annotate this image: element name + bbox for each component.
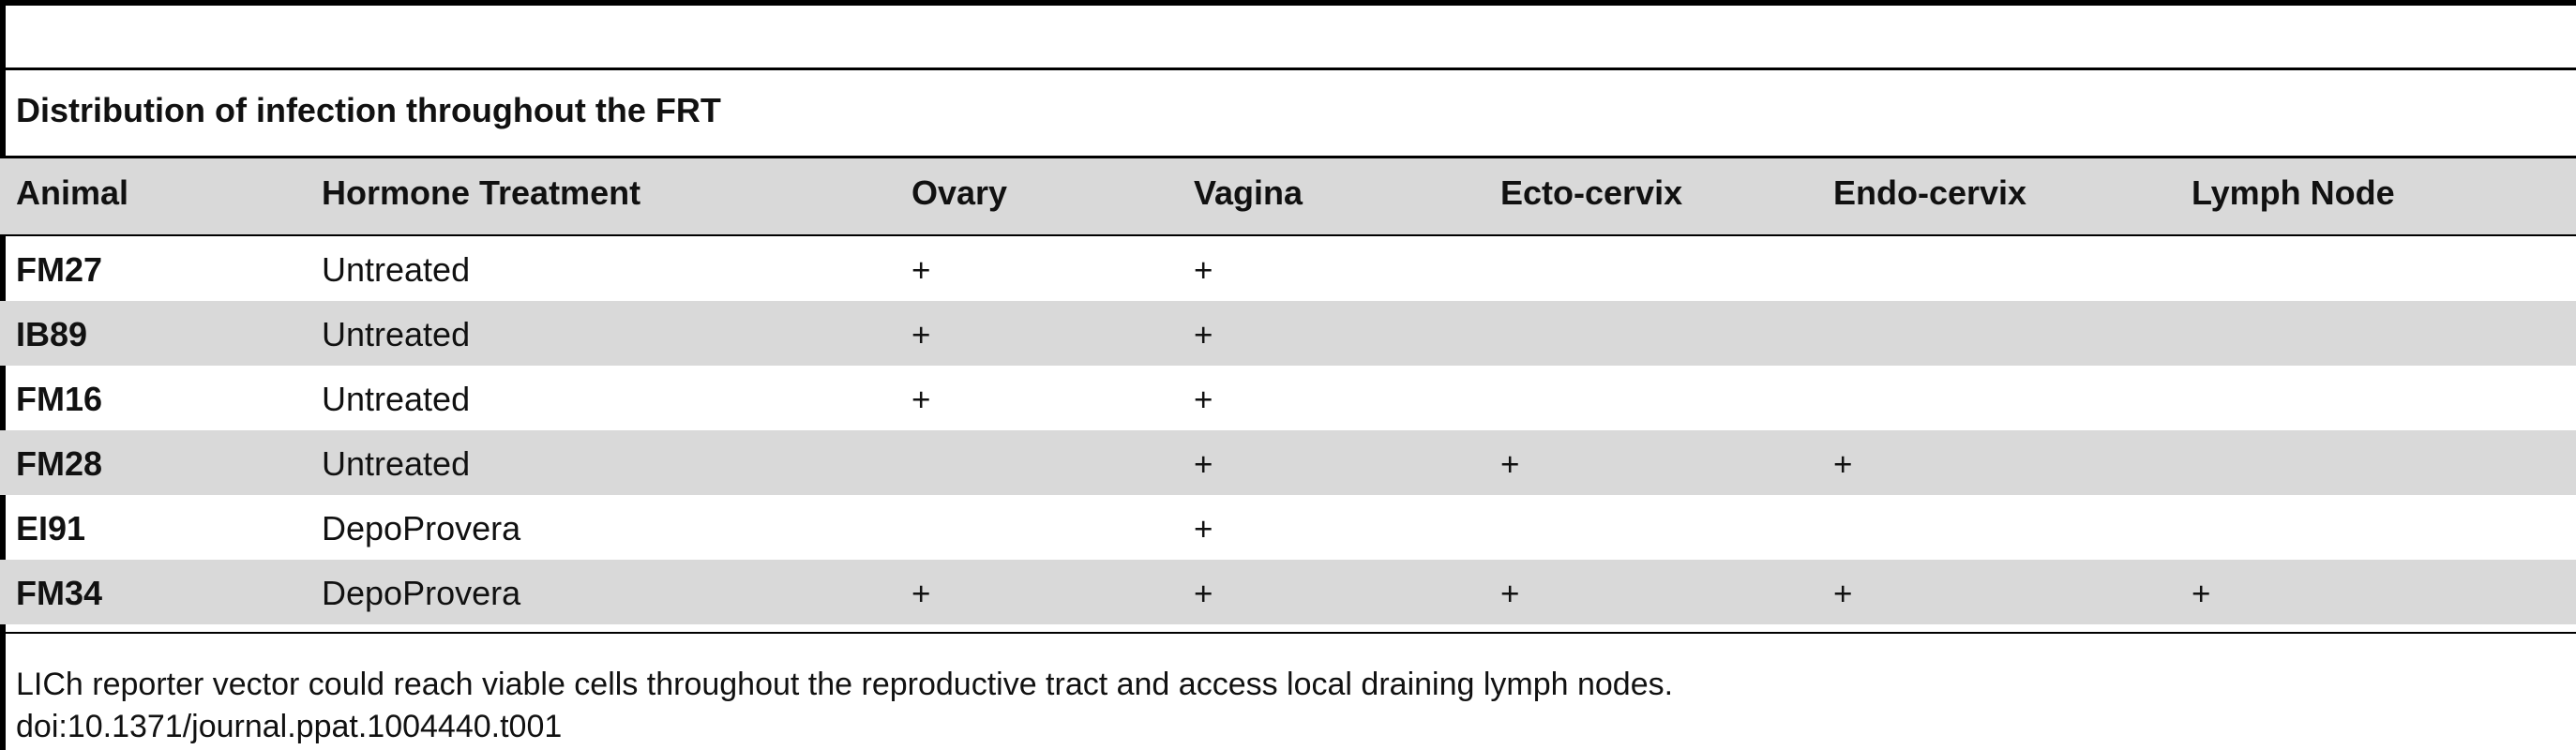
table-title-top-rule (0, 68, 2576, 70)
ovary-mark-ib89: + (911, 317, 931, 353)
top-border-rule (0, 0, 2576, 6)
table-row-2 (0, 301, 2576, 366)
table-doi: doi:10.1371/journal.ppat.1004440.t001 (16, 709, 563, 744)
hormone-treatment-fm28: Untreated (322, 444, 471, 483)
vagina-mark-fm27: + (1194, 252, 1213, 289)
column-header-ovary: Ovary (911, 173, 1008, 212)
table-row-6 (0, 560, 2576, 624)
vagina-mark-fm28: + (1194, 446, 1213, 483)
vagina-mark-ei91: + (1194, 511, 1213, 548)
hormone-treatment-ei91: DepoProvera (322, 509, 521, 548)
table-header-row (0, 158, 2576, 234)
table-header-top-rule (0, 156, 2576, 158)
animal-fm28: FM28 (16, 444, 103, 483)
endo-cervix-mark-fm28: + (1833, 446, 1853, 483)
ovary-mark-fm16: + (911, 382, 931, 418)
column-header-lymph-node: Lymph Node (2192, 173, 2395, 212)
endo-cervix-mark-fm34: + (1833, 576, 1853, 612)
column-header-ecto-cervix: Ecto-cervix (1500, 173, 1683, 212)
column-header-vagina: Vagina (1194, 173, 1303, 212)
table-caption: LICh reporter vector could reach viable … (16, 667, 1674, 702)
lymph-node-mark-fm34: + (2192, 576, 2211, 612)
table-title: Distribution of infection throughout the… (16, 91, 721, 129)
column-header-animal: Animal (16, 173, 129, 212)
vagina-mark-ib89: + (1194, 317, 1213, 353)
left-border-rule (0, 0, 6, 750)
hormone-treatment-ib89: Untreated (322, 315, 471, 353)
column-header-hormone-treatment: Hormone Treatment (322, 173, 641, 212)
vagina-mark-fm16: + (1194, 382, 1213, 418)
table-bottom-rule (0, 632, 2576, 634)
ecto-cervix-mark-fm28: + (1500, 446, 1520, 483)
table-header-bottom-rule (0, 234, 2576, 236)
hormone-treatment-fm16: Untreated (322, 380, 471, 418)
hormone-treatment-fm27: Untreated (322, 250, 471, 289)
animal-ei91: EI91 (16, 509, 86, 548)
table-row-4 (0, 430, 2576, 495)
column-header-endo-cervix: Endo-cervix (1833, 173, 2027, 212)
vagina-mark-fm34: + (1194, 576, 1213, 612)
animal-ib89: IB89 (16, 315, 88, 353)
ovary-mark-fm27: + (911, 252, 931, 289)
animal-fm16: FM16 (16, 380, 103, 418)
animal-fm27: FM27 (16, 250, 103, 289)
animal-fm34: FM34 (16, 574, 103, 612)
hormone-treatment-fm34: DepoProvera (322, 574, 521, 612)
ovary-mark-fm34: + (911, 576, 931, 612)
ecto-cervix-mark-fm34: + (1500, 576, 1520, 612)
